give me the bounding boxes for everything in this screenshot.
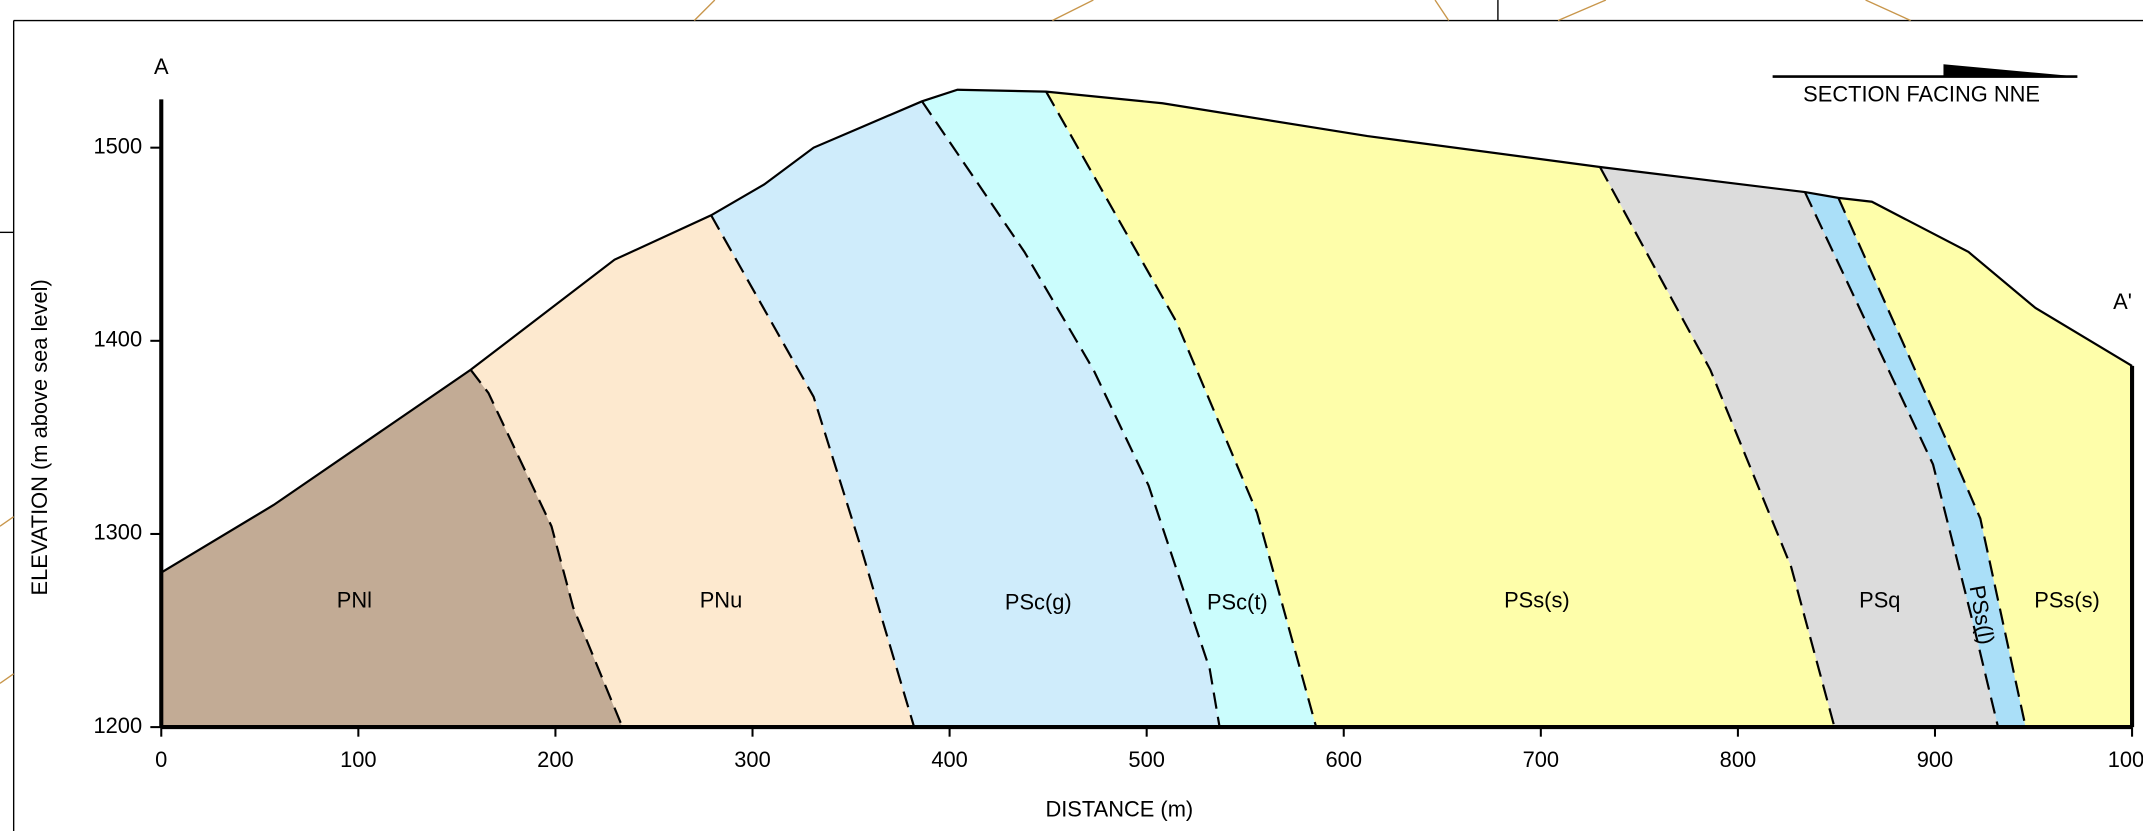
unit-label: PSs(s): [2034, 587, 2100, 612]
cross-section: PNlPNuPSc(g)PSc(t)PSs(s)PSqPSs(l)PSs(s)0…: [0, 0, 2143, 831]
start-label: A: [154, 54, 169, 79]
x-tick-label: 800: [1720, 747, 1756, 772]
end-label: A': [2113, 289, 2132, 314]
unit-label: PNl: [337, 587, 372, 612]
x-tick-label: 1000: [2108, 747, 2143, 772]
y-tick-label: 1400: [93, 327, 142, 352]
x-tick-label: 400: [931, 747, 967, 772]
x-tick-label: 100: [340, 747, 376, 772]
x-tick-label: 600: [1326, 747, 1362, 772]
x-tick-label: 700: [1523, 747, 1559, 772]
unit-label: PNu: [700, 587, 743, 612]
x-tick-label: 900: [1917, 747, 1953, 772]
y-axis-title: ELEVATION (m above sea level): [27, 279, 52, 595]
unit-label: PSq: [1859, 587, 1900, 612]
facing-label: SECTION FACING NNE: [1803, 81, 2040, 106]
y-tick-label: 1300: [93, 520, 142, 545]
y-tick-label: 1500: [93, 133, 142, 158]
facing-arrow: [1773, 64, 2078, 76]
y-tick-label: 1200: [93, 713, 142, 738]
unit-label: PSs(s): [1504, 587, 1570, 612]
x-tick-label: 200: [537, 747, 573, 772]
x-tick-label: 0: [155, 747, 167, 772]
unit-label: PSc(g): [1005, 589, 1072, 614]
x-tick-label: 500: [1128, 747, 1164, 772]
x-tick-label: 300: [734, 747, 770, 772]
x-axis-title: DISTANCE (m): [1045, 796, 1193, 821]
units: [161, 90, 2132, 727]
unit-label: PSc(t): [1207, 589, 1268, 614]
